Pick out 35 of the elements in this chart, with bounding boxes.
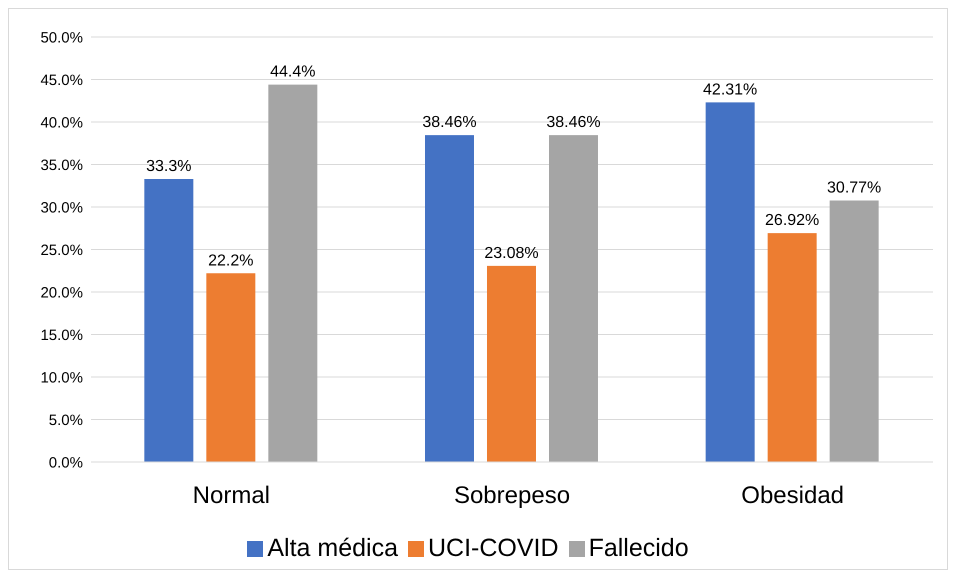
y-tick-label: 30.0% <box>40 199 83 216</box>
bar <box>424 135 474 462</box>
bar <box>548 135 598 462</box>
bar <box>706 102 755 462</box>
bar <box>144 178 194 462</box>
y-tick-label: 10.0% <box>40 369 83 386</box>
data-label: 26.92% <box>765 212 820 230</box>
data-label: 42.31% <box>703 81 758 98</box>
data-label: 38.46% <box>546 114 601 132</box>
x-tick-label: Normal <box>192 482 270 510</box>
data-label: 22.2% <box>208 252 254 270</box>
y-tick-label: 25.0% <box>40 242 83 259</box>
bar <box>486 266 536 462</box>
bar <box>830 200 879 462</box>
y-tick-label: 0.0% <box>48 454 83 472</box>
y-tick-label: 50.0% <box>40 29 83 46</box>
y-tick-label: 35.0% <box>40 156 83 174</box>
y-tick-label: 40.0% <box>40 114 83 132</box>
x-tick-label: Sobrepeso <box>454 482 570 510</box>
bar <box>768 233 817 462</box>
bar <box>206 273 256 462</box>
y-tick-label: 45.0% <box>40 72 83 89</box>
y-tick-label: 5.0% <box>48 412 83 429</box>
data-label: 38.46% <box>422 114 477 132</box>
bar <box>268 84 318 462</box>
x-tick-label: Obesidad <box>741 482 844 510</box>
y-tick-label: 15.0% <box>40 326 83 344</box>
legend-label: UCI-COVID <box>428 534 559 562</box>
legend-label: Fallecido <box>588 534 689 562</box>
data-label: 30.77% <box>827 179 882 196</box>
data-label: 44.4% <box>270 64 316 81</box>
legend-label: Alta médica <box>267 534 398 562</box>
data-label: 33.3% <box>146 158 192 175</box>
data-label: 23.08% <box>484 244 539 262</box>
y-tick-label: 20.0% <box>40 284 83 302</box>
